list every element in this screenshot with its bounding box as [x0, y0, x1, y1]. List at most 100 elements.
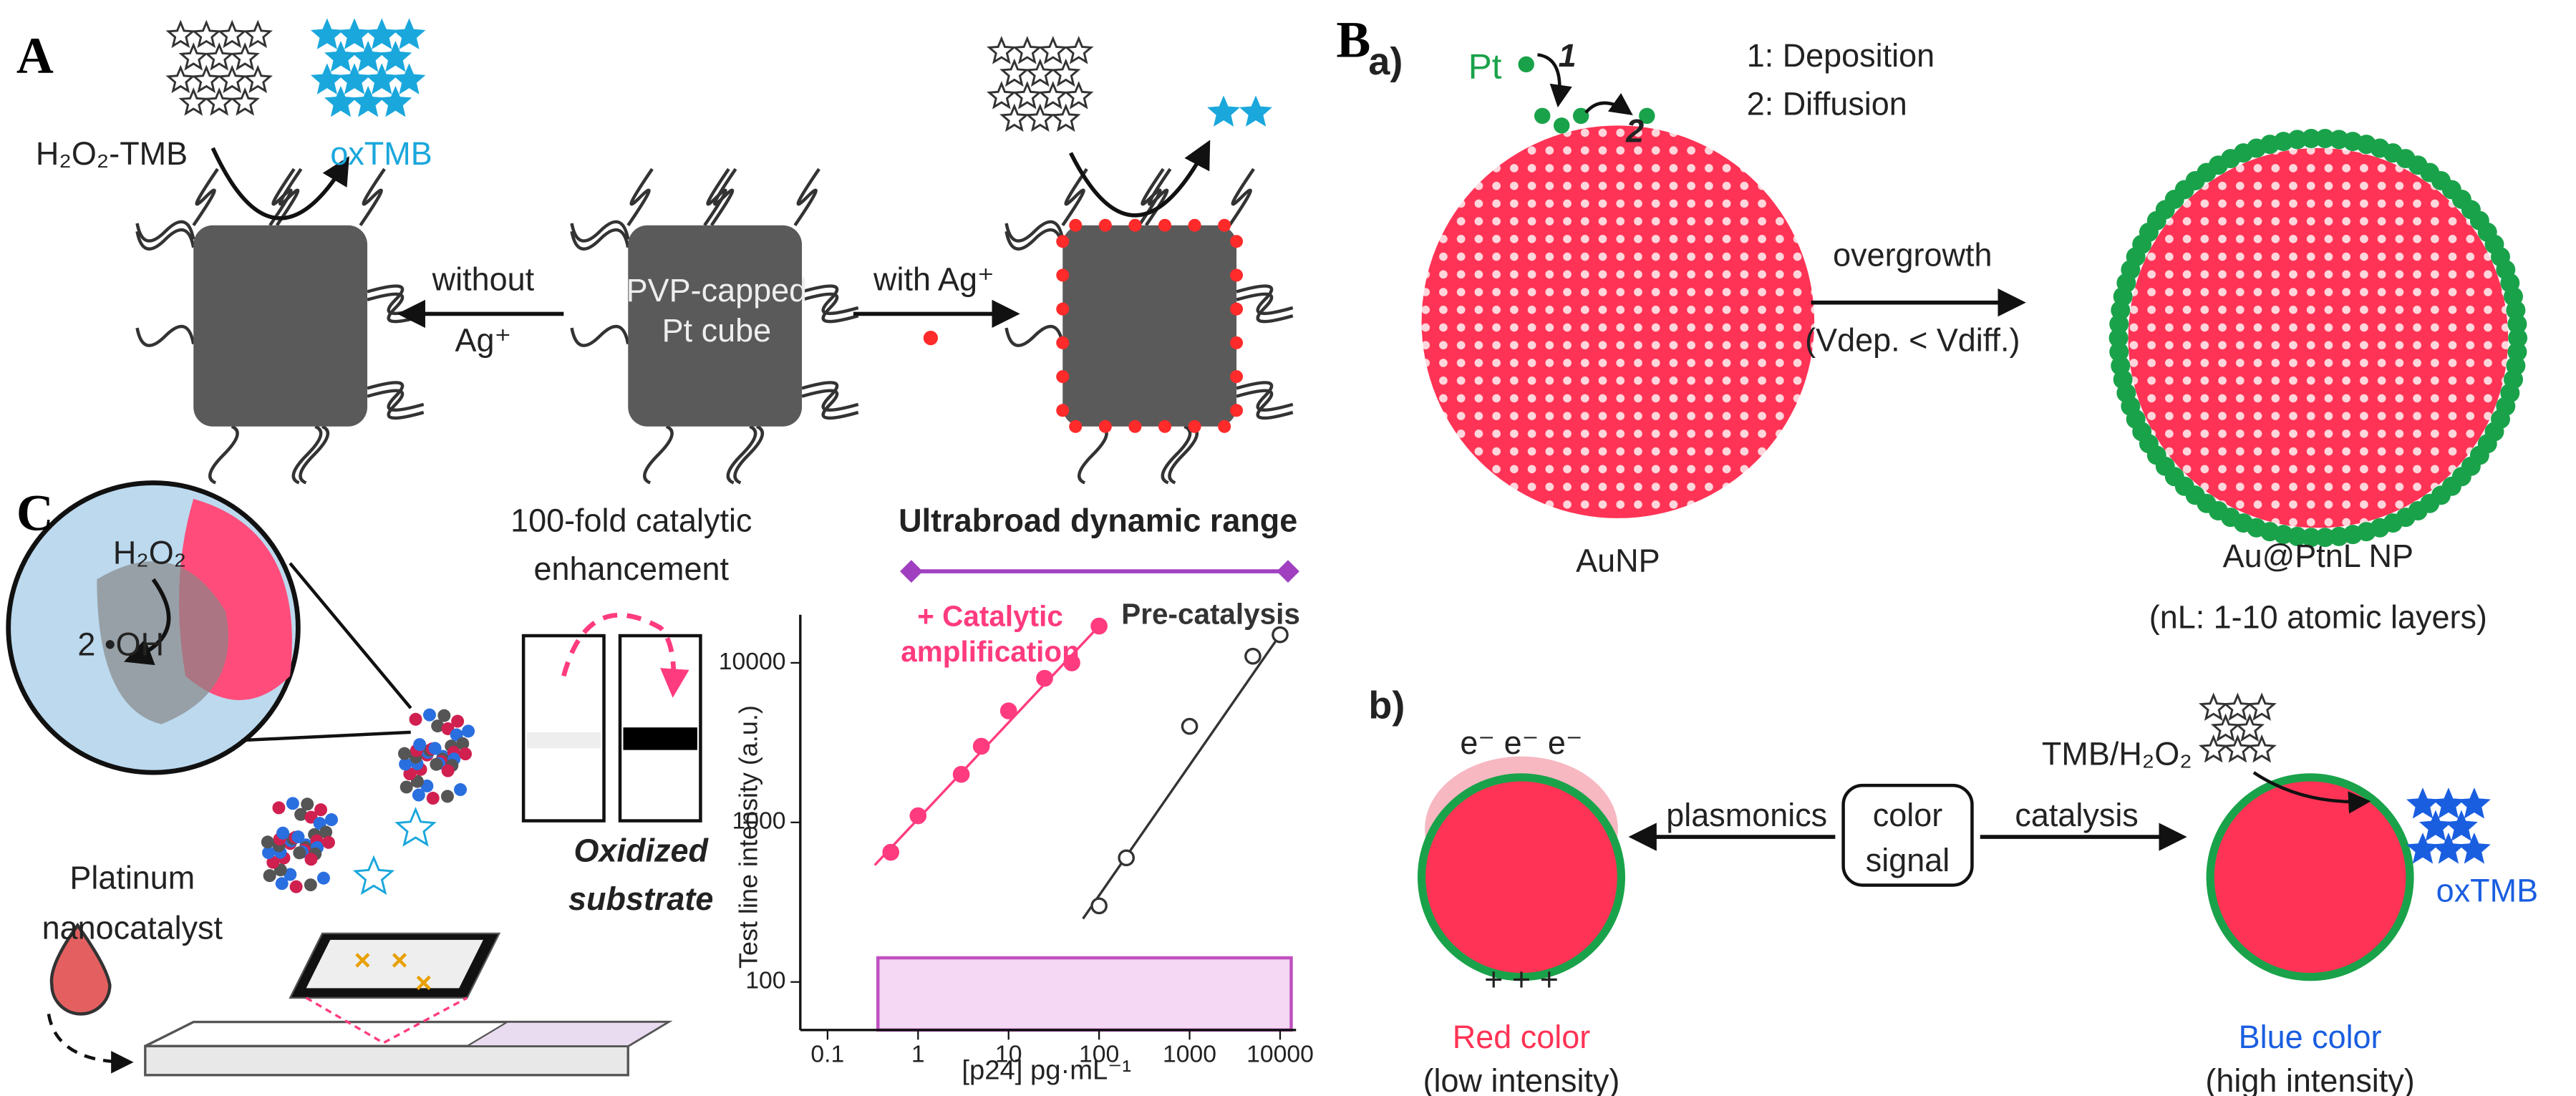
star [324, 40, 357, 72]
star [987, 81, 1017, 110]
star [1012, 81, 1042, 110]
polymer [367, 381, 425, 412]
signal: signal [1866, 842, 1950, 878]
ag-dot [1218, 218, 1231, 232]
blob [97, 561, 228, 724]
star [230, 87, 260, 116]
polymer [1236, 381, 1294, 412]
polymer [192, 168, 219, 227]
star [1025, 103, 1055, 132]
product: oxTMB [330, 135, 432, 172]
y-tick-label: 100 [745, 967, 785, 994]
star [2432, 833, 2465, 864]
star [204, 87, 234, 116]
series-name: Pre-catalysis [1121, 598, 1300, 631]
polymer [733, 425, 765, 485]
np-ligand [321, 835, 335, 849]
pt-cube [193, 225, 368, 427]
np-ligand [304, 878, 317, 892]
np-ligand [441, 764, 455, 777]
np-ligand [437, 709, 451, 722]
star [1064, 81, 1094, 110]
np-ligand [261, 835, 274, 849]
star [1012, 36, 1042, 64]
polymer [726, 425, 757, 485]
ag-dot [1069, 218, 1083, 232]
star [2406, 833, 2439, 864]
ag-dot [1230, 235, 1244, 248]
polymer [1078, 425, 1108, 485]
ag-dot [1069, 420, 1083, 433]
substrate-label: Oxidized [574, 832, 710, 868]
pt-atom [2301, 129, 2321, 149]
charges: + + + [1484, 961, 1559, 997]
star [2457, 833, 2491, 864]
star [191, 19, 221, 49]
point [1272, 626, 1289, 644]
strip [521, 634, 606, 823]
zoom-line [289, 562, 412, 709]
ag-dot [1056, 235, 1070, 248]
electrons: e⁻ e⁻ e⁻ [1460, 724, 1582, 761]
lateral-strip [464, 1021, 672, 1047]
star [324, 85, 357, 117]
ag-dot [1056, 268, 1070, 282]
ag-dot [1230, 268, 1244, 282]
np-ligand [426, 792, 440, 805]
star [352, 85, 385, 117]
point [1090, 617, 1108, 635]
star [2222, 692, 2253, 721]
arrow-label: plasmonics [1666, 797, 1827, 833]
star [2234, 713, 2265, 742]
x-tick-label: 10000 [1246, 1041, 1314, 1068]
x-tick-label: 1 [911, 1041, 925, 1068]
point [909, 807, 927, 825]
pt-atom [1518, 56, 1534, 73]
star [1038, 81, 1068, 110]
np-ligand [301, 797, 314, 811]
step: 2 [1625, 112, 1644, 149]
sub-label: a) [1368, 40, 1403, 83]
polymer [643, 425, 674, 485]
polymer [359, 168, 386, 227]
pt-atom [2329, 526, 2349, 546]
pt-cube [628, 225, 803, 427]
panel-label: C [16, 484, 54, 541]
np-ligand [266, 855, 280, 869]
strip-band [526, 732, 601, 749]
star [191, 64, 221, 94]
pt-atom [2108, 328, 2129, 348]
range-box [876, 956, 1293, 1032]
h2o2: H₂O₂ [113, 534, 186, 571]
arrow [1584, 92, 1633, 115]
np-ligand [456, 737, 470, 750]
polymer [291, 425, 323, 485]
star [352, 855, 395, 896]
catalyst-label: nanocatalyst [42, 909, 223, 946]
star [352, 40, 385, 72]
point [882, 843, 900, 861]
ag-dot [1158, 420, 1172, 433]
polymer [570, 220, 630, 243]
cube-label: Pt cube [662, 312, 771, 349]
arrow-label: Ag⁺ [455, 322, 512, 359]
star [1207, 95, 1240, 127]
star [2198, 692, 2229, 721]
signal-box [1841, 783, 1974, 887]
star [2432, 787, 2465, 819]
star [243, 19, 273, 49]
polymer [299, 425, 330, 485]
np-ligand [293, 846, 306, 860]
arrow [1537, 53, 1572, 108]
star [2247, 734, 2277, 763]
star [217, 19, 247, 49]
pt-atom [2109, 342, 2129, 362]
star [392, 63, 426, 94]
pt-atom [2315, 528, 2335, 548]
arrow-label: without [432, 261, 535, 297]
strip-band [623, 727, 697, 750]
star [243, 64, 273, 94]
core-label: AuNP [1576, 543, 1660, 579]
star [2445, 810, 2478, 842]
